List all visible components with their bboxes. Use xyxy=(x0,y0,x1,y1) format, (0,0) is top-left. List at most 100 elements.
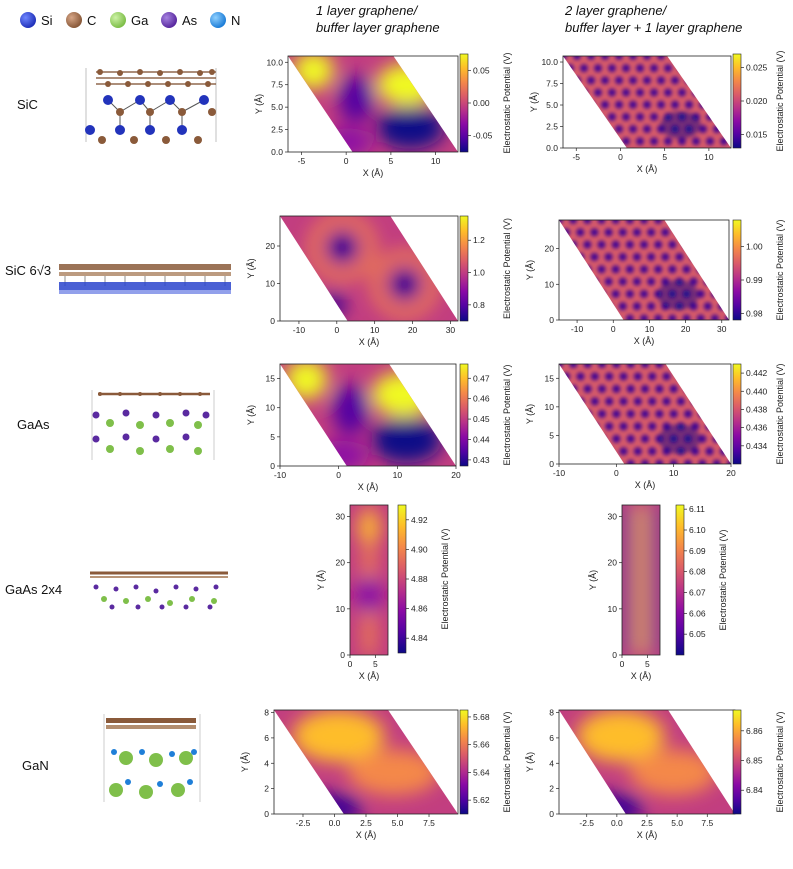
gaas-structure-image xyxy=(91,390,215,460)
column-title-1-line1: 1 layer graphene/ xyxy=(316,3,418,18)
x-axis-label: X (Å) xyxy=(359,671,380,681)
heatmap-region xyxy=(559,710,735,814)
column-title-2-line1: 2 layer graphene/ xyxy=(565,3,667,18)
x-tick-label: 7.5 xyxy=(423,818,435,828)
x-tick-label: 20 xyxy=(451,470,461,480)
x-axis-label: X (Å) xyxy=(359,337,380,347)
colorbar-label: Electrostatic Potential (V) xyxy=(718,529,728,630)
x-tick-label: 0.0 xyxy=(329,818,341,828)
plot-frame xyxy=(349,504,389,656)
y-axis-label: Y (Å) xyxy=(529,92,539,112)
row-label-sic-6r3: SiC 6√3 xyxy=(5,263,52,278)
y-tick-label: 10 xyxy=(545,402,555,412)
y-tick-label: 15 xyxy=(545,373,555,383)
heatmap-region xyxy=(350,505,388,655)
colorbar xyxy=(459,709,469,815)
colorbar-tick-label: 6.86 xyxy=(746,726,763,736)
x-tick-label: 5 xyxy=(373,659,378,669)
colorbar-tick-label: 0.440 xyxy=(746,386,768,396)
colorbar xyxy=(459,215,469,322)
colorbar-tick-label: 1.0 xyxy=(473,268,485,278)
colorbar-label: Electrostatic Potential (V) xyxy=(775,219,785,320)
y-tick-label: 4 xyxy=(549,758,554,768)
y-axis-label: Y (Å) xyxy=(246,258,256,278)
colorbar-tick-label: 6.07 xyxy=(689,588,706,598)
colorbar xyxy=(397,504,407,654)
colorbar-tick-label: 4.92 xyxy=(411,515,428,525)
potential-map-sic-2layer: -5 0 5 10 0.0 2.5 5.0 7.5 10.0 X (Å) Y (Å) 0.025 0.0… xyxy=(529,50,785,174)
x-tick-label: 5.0 xyxy=(671,818,683,828)
y-tick-label: 0 xyxy=(549,315,554,325)
sic-6r3-structure-image xyxy=(59,264,231,294)
y-axis-label: Y (Å) xyxy=(525,404,535,424)
x-axis-label: X (Å) xyxy=(358,482,379,492)
x-tick-label: -10 xyxy=(553,468,566,478)
y-tick-label: 2.5 xyxy=(546,122,558,132)
plot-frame xyxy=(558,363,732,465)
y-tick-label: 10 xyxy=(545,279,555,289)
colorbar-tick-label: 1.2 xyxy=(473,235,485,245)
y-tick-label: 0 xyxy=(270,461,275,471)
heatmap-region xyxy=(622,505,660,655)
colorbar-tick-label: 0.45 xyxy=(473,414,490,424)
colorbar xyxy=(732,363,742,465)
colorbar-tick-label: 6.10 xyxy=(689,525,706,535)
y-tick-label: 2 xyxy=(264,784,269,794)
y-tick-label: 10 xyxy=(266,403,276,413)
colorbar-tick-label: 0.00 xyxy=(473,98,490,108)
colorbar-tick-label: 0.43 xyxy=(473,455,490,465)
x-tick-label: -2.5 xyxy=(579,818,594,828)
x-tick-label: 2.5 xyxy=(641,818,653,828)
column-title-1-line2: buffer layer graphene xyxy=(316,20,440,35)
y-tick-label: 5 xyxy=(270,432,275,442)
x-tick-label: 10 xyxy=(704,152,714,162)
colorbar-tick-label: 6.06 xyxy=(689,608,706,618)
potential-map-sic6r3-1layer: -10 0 10 20 30 0 10 20 X (Å) Y (Å) 1.2 1.0 0.8 Electr… xyxy=(246,215,512,347)
row-label-gaas: GaAs xyxy=(17,417,50,432)
y-tick-label: 15 xyxy=(266,374,276,384)
y-tick-label: 10.0 xyxy=(266,57,283,67)
ga-atom-icon xyxy=(110,12,126,28)
colorbar-label: Electrostatic Potential (V) xyxy=(775,711,785,812)
y-axis-label: Y (Å) xyxy=(588,570,598,590)
n-atom-icon xyxy=(210,12,226,28)
legend-as: As xyxy=(161,10,197,30)
colorbar-label: Electrostatic Potential (V) xyxy=(440,528,450,629)
y-axis-label: Y (Å) xyxy=(254,94,264,114)
colorbar xyxy=(732,709,742,815)
colorbar-tick-label: 0.05 xyxy=(473,65,490,75)
x-tick-label: 30 xyxy=(717,324,727,334)
colorbar xyxy=(732,219,742,321)
x-tick-label: 10 xyxy=(645,324,655,334)
y-tick-label: 20 xyxy=(336,558,346,568)
colorbar-tick-label: 0.015 xyxy=(746,130,768,140)
potential-map-gan-1layer: -2.5 0.0 2.5 5.0 7.5 0 2 4 6 8 X (Å) Y (Å) 5.68 5.66 5… xyxy=(240,708,512,840)
x-tick-label: 2.5 xyxy=(360,818,372,828)
x-tick-label: 0.0 xyxy=(611,818,623,828)
colorbar-label: Electrostatic Potential (V) xyxy=(502,52,512,153)
row-label-sic: SiC xyxy=(17,97,38,112)
y-axis-label: Y (Å) xyxy=(246,405,256,425)
c-atom-icon xyxy=(66,12,82,28)
heatmap-region xyxy=(274,710,458,814)
heatmap-region xyxy=(288,56,458,152)
legend-n-label: N xyxy=(231,12,241,28)
colorbar-tick-label: 0.47 xyxy=(473,373,490,383)
colorbar-tick-label: 5.66 xyxy=(473,740,490,750)
colorbar-tick-label: -0.05 xyxy=(473,131,493,141)
x-tick-label: 30 xyxy=(446,325,456,335)
x-tick-label: -2.5 xyxy=(296,818,311,828)
legend-si: Si xyxy=(20,10,53,30)
y-tick-label: 5.0 xyxy=(546,100,558,110)
colorbar-tick-label: 0.438 xyxy=(746,404,768,414)
y-tick-label: 0 xyxy=(270,316,275,326)
x-axis-label: X (Å) xyxy=(631,671,652,681)
y-tick-label: 30 xyxy=(608,512,618,522)
x-tick-label: 5.0 xyxy=(392,818,404,828)
colorbar-tick-label: 4.84 xyxy=(411,633,428,643)
colorbar-tick-label: 5.68 xyxy=(473,712,490,722)
x-tick-label: -5 xyxy=(572,152,580,162)
potential-map-sic6r3-2layer: -10 0 10 20 30 0 10 20 X (Å) Y (Å) 1.00 0.99 0.98 Ele… xyxy=(525,219,785,346)
x-tick-label: 0 xyxy=(348,659,353,669)
x-tick-label: -10 xyxy=(293,325,306,335)
